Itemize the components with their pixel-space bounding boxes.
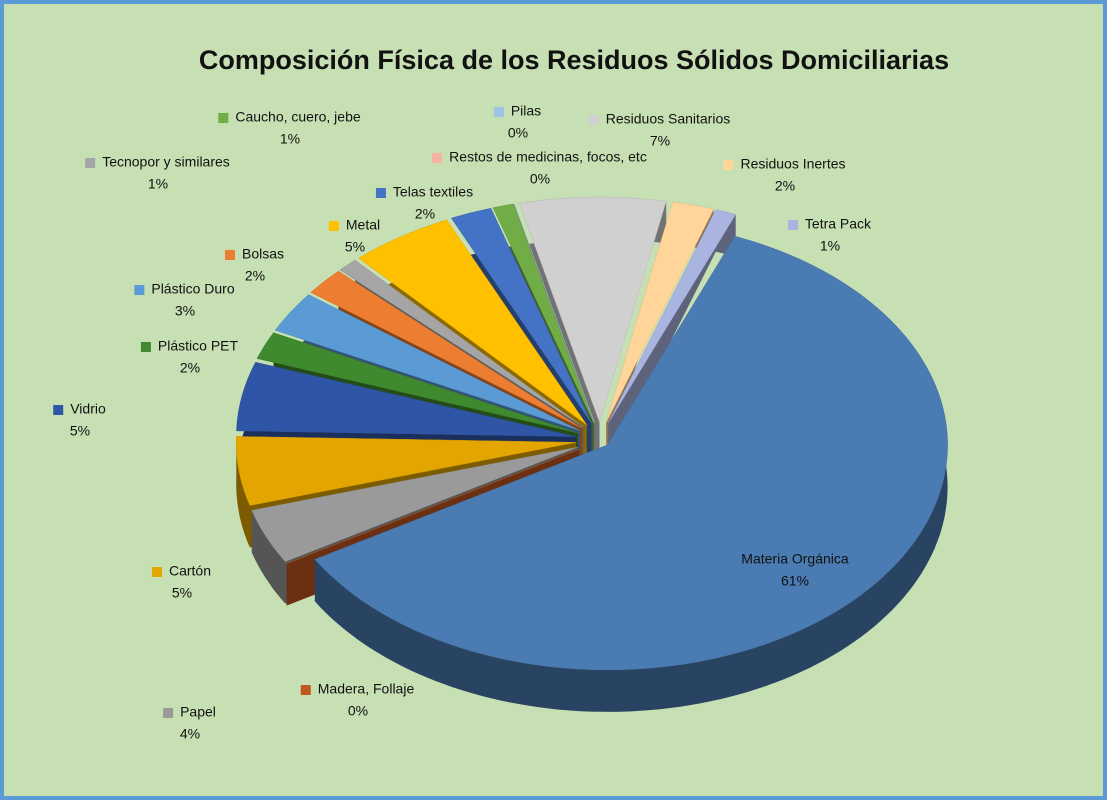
category-label: Pilas [511,103,541,119]
legend-swatch [588,115,599,125]
legend-swatch [432,153,443,163]
slice [256,332,578,434]
slice [608,209,737,424]
category-label: Residuos Inertes [740,156,845,172]
slice [492,203,594,423]
slice [286,448,580,564]
slice [450,207,592,424]
category-label: Papel [180,704,216,720]
legend-swatch [328,221,339,231]
value-label: 3% [175,303,195,319]
category-label: Tecnopor y similares [102,154,230,170]
value-label: 4% [180,726,200,742]
data-labels: Materia Orgánica 61% Madera, Follaje 0% Pape… [53,103,872,742]
slice-tops [236,196,948,671]
value-label: 61% [781,573,809,589]
legend-swatch [85,158,96,168]
category-label: Plástico PET [158,338,239,354]
category-label: Madera, Follaje [318,681,415,697]
category-label: Cartón [169,563,211,579]
value-label: 2% [245,268,265,284]
value-label: 5% [70,423,90,439]
slice [236,436,577,506]
value-label: 1% [820,238,840,254]
slice [274,294,580,431]
slice [358,219,588,426]
legend-swatch [493,107,504,117]
legend-swatch [723,160,734,170]
slice [314,235,948,671]
category-label: Caucho, cuero, jebe [235,109,361,125]
legend-swatch [375,188,386,198]
slice [251,446,579,562]
value-label: 5% [345,239,365,255]
value-label: 5% [172,585,192,601]
legend-swatch [224,250,235,260]
category-label: Residuos Sanitarios [606,111,731,127]
slice [605,201,715,423]
category-label: Metal [346,217,380,233]
legend-swatch [134,285,145,295]
category-label: Telas textiles [393,184,473,200]
value-label: 2% [775,178,795,194]
value-label: 2% [415,206,435,222]
value-label: 1% [280,131,300,147]
value-label: 7% [650,133,670,149]
legend-swatch [151,567,162,577]
slice [339,259,584,428]
category-label: Materia Orgánica [741,551,849,567]
value-label: 0% [508,125,528,141]
category-label: Tetra Pack [805,216,872,232]
category-label: Vidrio [70,401,106,417]
category-label: Restos de medicinas, focos, etc [449,149,647,165]
slice [310,270,582,429]
value-label: 1% [148,176,168,192]
category-label: Plástico Duro [151,281,234,297]
legend-swatch [300,685,311,695]
chart-title: Composición Física de los Residuos Sólid… [199,45,949,75]
legend-swatch [163,708,174,718]
slice [236,361,577,437]
value-label: 2% [180,360,200,376]
legend-swatch [218,113,229,123]
value-label: 0% [530,171,550,187]
legend-swatch [787,220,798,230]
legend-swatch [53,405,64,415]
legend-swatch [140,342,151,352]
slice [518,196,667,423]
value-label: 0% [348,703,368,719]
category-label: Bolsas [242,246,284,262]
